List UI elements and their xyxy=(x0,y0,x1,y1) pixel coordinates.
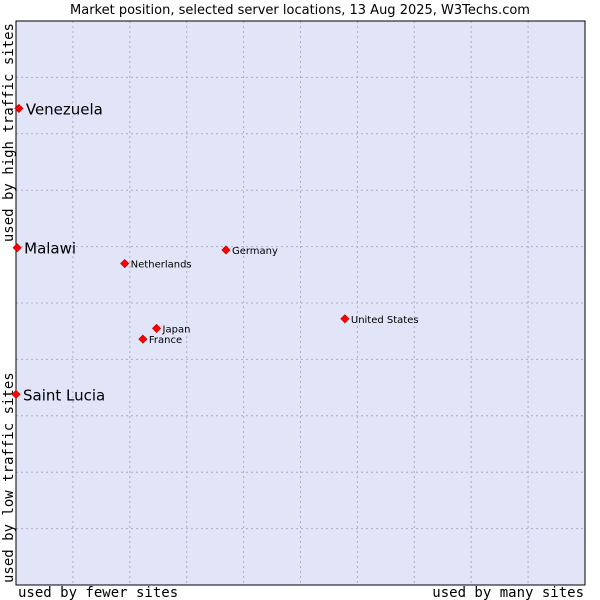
data-point-germany: Germany xyxy=(221,245,278,257)
data-point-venezuela: Venezuela xyxy=(14,100,103,118)
y-axis-label-bottom: used by low traffic sites xyxy=(1,372,17,583)
point-label: Netherlands xyxy=(131,260,192,271)
point-marker xyxy=(151,323,162,333)
point-label: United States xyxy=(351,315,419,326)
point-marker xyxy=(14,103,24,113)
y-axis-label-top: used by high traffic sites xyxy=(1,23,17,242)
point-label: Japan xyxy=(162,324,191,335)
data-point-saint-lucia: Saint Lucia xyxy=(11,386,105,404)
point-label: Saint Lucia xyxy=(23,386,105,404)
point-label: Venezuela xyxy=(26,100,103,118)
point-marker xyxy=(11,389,21,399)
point-marker xyxy=(221,245,231,255)
data-point-united-states: United States xyxy=(340,314,419,326)
data-point-japan: Japan xyxy=(151,323,191,335)
point-label: Malawi xyxy=(24,240,76,258)
point-marker xyxy=(340,314,350,324)
data-point-france: France xyxy=(138,334,182,346)
point-label: Germany xyxy=(232,246,278,257)
data-points: Venezuela Malawi Saint Lucia Germany Netherl… xyxy=(11,100,419,404)
data-point-malawi: Malawi xyxy=(12,240,76,258)
point-marker xyxy=(138,334,148,344)
x-axis-label-right: used by many sites xyxy=(432,585,584,600)
point-marker xyxy=(120,258,130,269)
point-label: France xyxy=(149,335,182,346)
data-point-netherlands: Netherlands xyxy=(120,258,192,271)
x-axis-label-left: used by fewer sites xyxy=(18,585,178,600)
point-marker xyxy=(12,243,22,253)
grid-lines xyxy=(16,21,585,585)
chart-title: Market position, selected server locatio… xyxy=(70,3,530,18)
plot-border xyxy=(15,20,586,586)
